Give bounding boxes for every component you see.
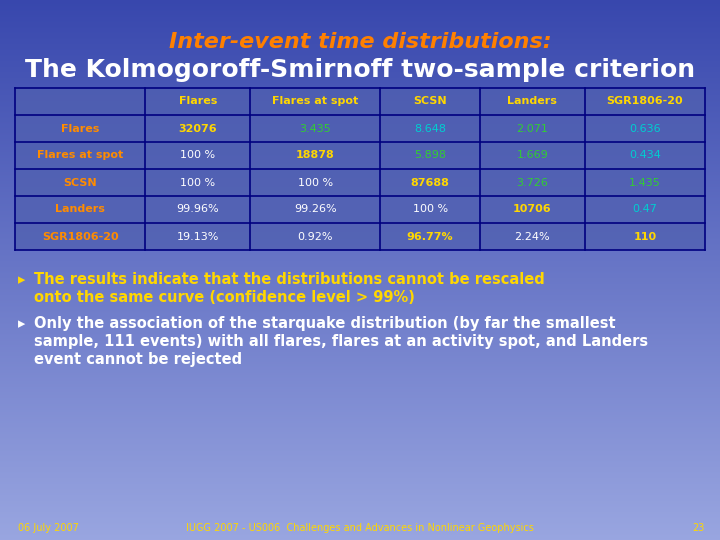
Text: ▸: ▸	[18, 272, 25, 287]
Text: event cannot be rejected: event cannot be rejected	[34, 352, 242, 367]
Text: 96.77%: 96.77%	[407, 232, 454, 241]
Text: 99.96%: 99.96%	[176, 205, 219, 214]
Text: 0.434: 0.434	[629, 151, 661, 160]
Text: 99.26%: 99.26%	[294, 205, 337, 214]
Text: IUGG 2007 - US006  Challenges and Advances in Nonlinear Geophysics: IUGG 2007 - US006 Challenges and Advance…	[186, 523, 534, 533]
Text: 1.669: 1.669	[516, 151, 548, 160]
Bar	[15, 88, 705, 250]
Text: 100 %: 100 %	[298, 178, 333, 187]
Text: SCSN: SCSN	[63, 178, 97, 187]
Text: 2.24%: 2.24%	[514, 232, 550, 241]
Text: Only the association of the starquake distribution (by far the smallest: Only the association of the starquake di…	[34, 316, 616, 331]
Text: 10706: 10706	[513, 205, 552, 214]
Text: 23: 23	[693, 523, 705, 533]
Text: Landers: Landers	[508, 97, 557, 106]
Text: sample, 111 events) with all flares, flares at an activity spot, and Landers: sample, 111 events) with all flares, fla…	[34, 334, 648, 349]
Text: 3.435: 3.435	[300, 124, 331, 133]
Text: Flares: Flares	[179, 97, 217, 106]
Text: 3.726: 3.726	[516, 178, 548, 187]
Text: 0.636: 0.636	[629, 124, 661, 133]
Text: 1.435: 1.435	[629, 178, 661, 187]
Text: 0.47: 0.47	[632, 205, 657, 214]
Text: 32076: 32076	[179, 124, 217, 133]
Text: 8.648: 8.648	[414, 124, 446, 133]
Text: 100 %: 100 %	[180, 178, 215, 187]
Text: 110: 110	[634, 232, 657, 241]
Text: 100 %: 100 %	[413, 205, 448, 214]
Text: Flares at spot: Flares at spot	[272, 97, 359, 106]
Text: 2.071: 2.071	[516, 124, 548, 133]
Text: The Kolmogoroff-Smirnoff two-sample criterion: The Kolmogoroff-Smirnoff two-sample crit…	[25, 58, 695, 82]
Text: 0.92%: 0.92%	[297, 232, 333, 241]
Text: 87688: 87688	[410, 178, 449, 187]
Text: The results indicate that the distributions cannot be rescaled: The results indicate that the distributi…	[34, 272, 545, 287]
Text: SGR1806-20: SGR1806-20	[42, 232, 119, 241]
Text: ▸: ▸	[18, 316, 25, 331]
Text: 100 %: 100 %	[180, 151, 215, 160]
Text: onto the same curve (confidence level > 99%): onto the same curve (confidence level > …	[34, 290, 415, 305]
Text: 18878: 18878	[296, 151, 335, 160]
Text: 06 July 2007: 06 July 2007	[18, 523, 79, 533]
Text: SGR1806-20: SGR1806-20	[606, 97, 683, 106]
Text: Landers: Landers	[55, 205, 105, 214]
Text: Flares: Flares	[61, 124, 99, 133]
Text: 5.898: 5.898	[414, 151, 446, 160]
Text: Inter-event time distributions:: Inter-event time distributions:	[168, 32, 552, 52]
Text: SCSN: SCSN	[413, 97, 447, 106]
Text: Flares at spot: Flares at spot	[37, 151, 123, 160]
Text: 19.13%: 19.13%	[176, 232, 219, 241]
